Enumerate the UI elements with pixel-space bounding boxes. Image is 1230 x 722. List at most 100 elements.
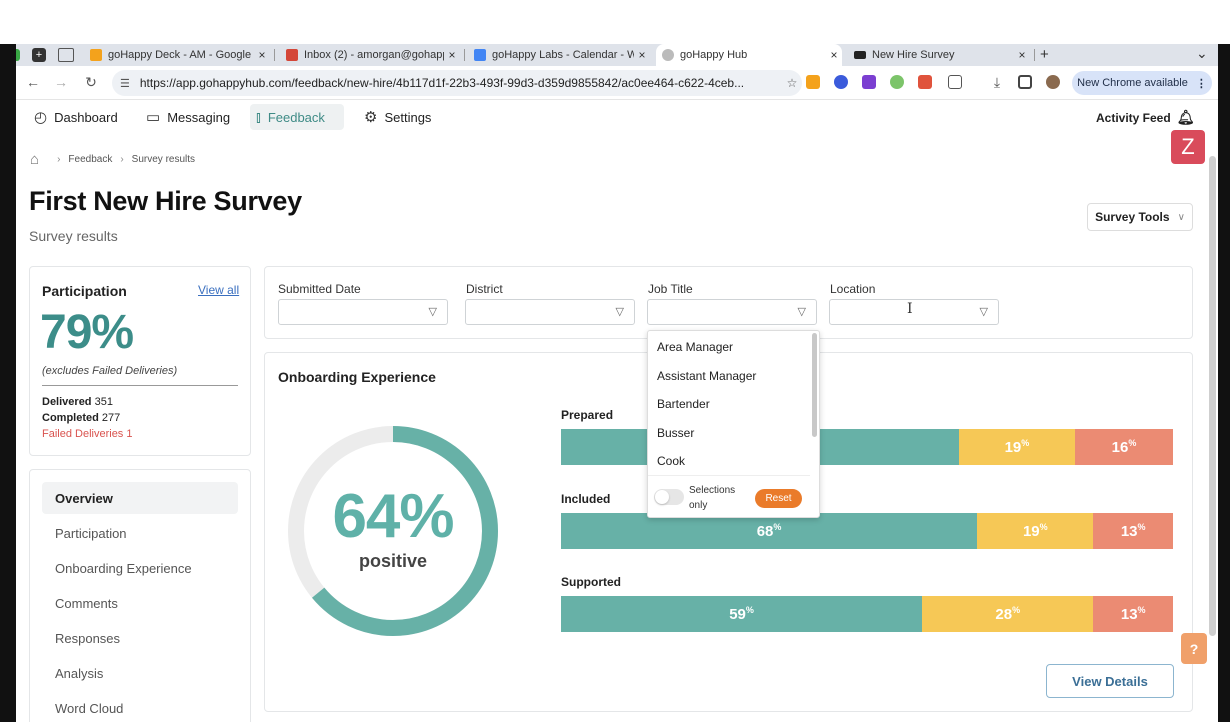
nav-messaging[interactable]: ▭ Messaging — [140, 104, 236, 130]
donut-value: 64% — [332, 482, 454, 551]
district-select[interactable]: ▽ — [465, 299, 635, 325]
site-settings-icon[interactable]: ☰ — [120, 77, 130, 90]
sidebar-item-word-cloud[interactable]: Word Cloud — [55, 700, 124, 716]
survey-tools-button[interactable]: Survey Tools ∨ — [1087, 203, 1193, 231]
dropdown-scrollbar[interactable] — [812, 333, 817, 437]
page-title: First New Hire Survey — [29, 186, 302, 216]
filter-label-job-title: Job Title — [648, 282, 693, 296]
tab-calendar[interactable]: goHappy Labs - Calendar - W × — [468, 44, 650, 66]
bar-value-label: 68% — [756, 522, 782, 540]
completed-value: 277 — [101, 412, 121, 424]
dropdown-footer: Selections only Reset — [648, 475, 810, 517]
top-margin — [0, 0, 1230, 44]
new-tab-button[interactable]: + — [1040, 46, 1049, 63]
globe-icon — [662, 49, 674, 61]
chevron-down-icon: ▽ — [428, 306, 437, 318]
page-subtitle: Survey results — [29, 228, 118, 244]
extension-icon-4[interactable] — [890, 75, 904, 89]
bar-label-included: Included — [561, 492, 611, 506]
nav-feedback[interactable]: ⫾ Feedback — [250, 104, 344, 130]
tab-title: Inbox (2) - amorgan@gohapp — [304, 49, 444, 61]
donut-svg — [288, 426, 498, 636]
survey-tools-label: Survey Tools — [1095, 210, 1170, 224]
reload-icon[interactable]: ↻ — [85, 74, 97, 90]
url-text[interactable]: https://app.gohappyhub.com/feedback/new-… — [139, 76, 745, 90]
reset-button[interactable]: Reset — [755, 489, 802, 508]
option-area-manager[interactable]: Area Manager — [657, 340, 734, 354]
extension-icon-5[interactable] — [918, 75, 932, 89]
sidebar-item-analysis[interactable]: Analysis — [55, 665, 104, 681]
tab-group-icon[interactable] — [58, 48, 74, 62]
location-select[interactable]: ▽ — [829, 299, 999, 325]
bell-icon: 🔔︎ — [1176, 109, 1195, 125]
extension-icon-3[interactable] — [862, 75, 876, 89]
extension-icon-1[interactable] — [806, 75, 820, 89]
survey-tab-icon — [854, 51, 866, 59]
profile-avatar[interactable] — [1046, 75, 1060, 89]
download-icon[interactable]: ⤓ — [993, 74, 1001, 90]
extensions-puzzle-icon[interactable] — [948, 75, 962, 89]
page-scrollbar[interactable] — [1209, 156, 1216, 636]
close-icon[interactable]: × — [638, 48, 646, 62]
sidebar-item-responses[interactable]: Responses — [55, 630, 121, 646]
side-panel-icon[interactable] — [1018, 75, 1032, 89]
toggle-knob — [655, 490, 669, 504]
new-chrome-available-button[interactable]: New Chrome available ⋮ — [1072, 71, 1212, 95]
nav-label: Feedback — [267, 109, 325, 125]
job-title-select[interactable]: ▽ — [647, 299, 817, 325]
close-icon[interactable]: × — [448, 48, 456, 62]
selections-only-toggle[interactable] — [654, 489, 684, 505]
forward-icon[interactable]: → — [54, 74, 68, 90]
bar-value-label: 13% — [1120, 522, 1146, 540]
activity-feed-button[interactable]: Activity Feed 🔔︎ — [1096, 109, 1194, 126]
extension-icon-2[interactable] — [834, 75, 848, 89]
bar-label-prepared: Prepared — [561, 408, 614, 422]
nav-settings[interactable]: ⚙ Settings — [358, 104, 437, 130]
bar-segment-included-negative: 13% — [1093, 513, 1173, 549]
option-bartender[interactable]: Bartender — [657, 397, 710, 411]
tab-gohappy-deck[interactable]: goHappy Deck - AM - Google × — [84, 44, 270, 66]
onboarding-card: Onboarding Experience 64% positive Prepa… — [264, 352, 1193, 712]
feedback-icon: ⫾ — [256, 108, 261, 126]
back-icon[interactable]: ← — [26, 74, 40, 90]
plus-icon[interactable]: + — [32, 48, 46, 62]
gmail-icon — [286, 49, 298, 61]
close-icon[interactable]: × — [258, 48, 266, 62]
option-assistant-manager[interactable]: Assistant Manager — [657, 369, 757, 383]
submitted-date-select[interactable]: ▽ — [278, 299, 448, 325]
bar-segment-supported-positive: 59% — [561, 596, 923, 632]
tab-inbox[interactable]: Inbox (2) - amorgan@gohapp × — [280, 44, 460, 66]
sidebar-item-comments[interactable]: Comments — [55, 595, 118, 611]
option-cook[interactable]: Cook — [657, 454, 686, 468]
option-busser[interactable]: Busser — [657, 426, 695, 440]
tab-new-hire-survey[interactable]: New Hire Survey × — [848, 44, 1030, 66]
tab-gohappy-hub[interactable]: goHappy Hub × — [656, 44, 842, 66]
bar-segment-included-neutral: 19% — [977, 513, 1094, 549]
tab-search-button[interactable]: ⌄ — [1196, 45, 1208, 61]
close-icon[interactable]: × — [830, 48, 838, 62]
filter-label-submitted-date: Submitted Date — [278, 282, 361, 296]
sidebar-item-onboarding-experience[interactable]: Onboarding Experience — [55, 560, 192, 576]
text-cursor-icon: I — [907, 301, 913, 317]
help-button[interactable]: ? — [1181, 633, 1207, 664]
view-all-link[interactable]: View all — [198, 283, 240, 297]
tab-separator — [274, 49, 275, 61]
breadcrumb-feedback[interactable]: Feedback — [68, 154, 113, 165]
new-chrome-label: New Chrome available — [1077, 77, 1188, 89]
home-icon[interactable]: ⌂ — [30, 151, 40, 168]
more-menu-icon[interactable]: ⋮ — [1195, 77, 1207, 90]
donut-label: positive — [358, 551, 428, 571]
nav-label: Settings — [384, 109, 432, 125]
filters-card: Submitted Date ▽ District ▽ Job Title ▽ … — [264, 266, 1193, 339]
z-widget-button[interactable]: Z — [1171, 130, 1205, 164]
nav-dashboard[interactable]: ◴ Dashboard — [28, 104, 124, 130]
omnibox[interactable]: ☰ https://app.gohappyhub.com/feedback/ne… — [112, 70, 802, 96]
bookmark-star-icon[interactable]: ☆ — [786, 76, 798, 90]
view-details-button[interactable]: View Details — [1046, 664, 1174, 698]
sidebar-item-overview[interactable]: Overview — [42, 482, 238, 514]
selections-only-label: Selections only — [689, 485, 736, 511]
sidebar-item-participation[interactable]: Participation — [55, 525, 127, 541]
close-icon[interactable]: × — [1018, 48, 1026, 62]
dashboard-icon: ◴ — [34, 109, 48, 126]
bar-value-label: 19% — [1004, 438, 1030, 456]
